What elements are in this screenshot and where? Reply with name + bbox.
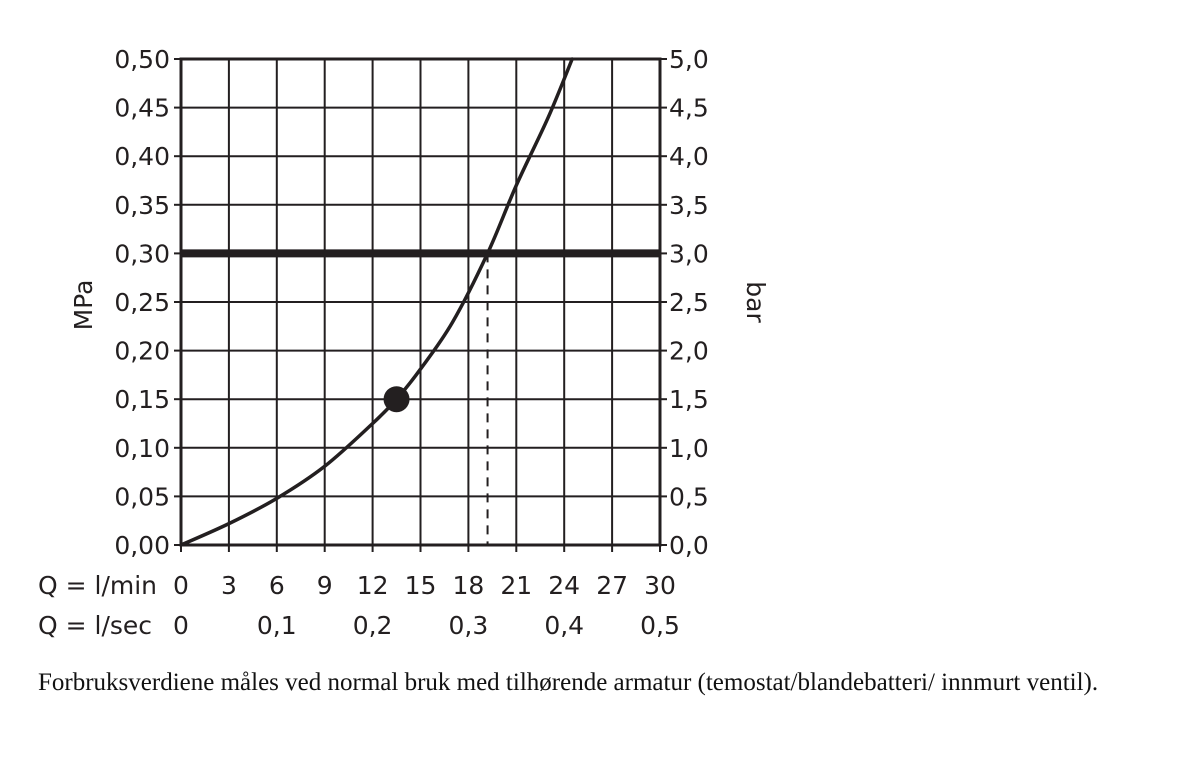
y-left-tick-label: 0,10 [114,434,170,463]
y-left-tick-label: 0,35 [114,191,170,220]
x-tick-label-lmin: 15 [405,571,437,600]
y-right-tick-label: 0,5 [669,482,709,511]
y-axis-left-title: MPa [69,280,98,331]
y-right-tick-label: 2,5 [669,288,709,317]
y-left-tick-label: 0,50 [114,45,170,74]
flow-pressure-chart: 0,000,050,100,150,200,250,300,350,400,45… [38,45,770,640]
y-left-tick-label: 0,25 [114,288,170,317]
y-axis-right-title: bar [741,281,770,323]
x-tick-label-lmin: 24 [548,571,580,600]
y-left-tick-label: 0,20 [114,337,170,366]
x-tick-label-lmin: 12 [357,571,389,600]
y-right-tick-label: 3,5 [669,191,709,220]
x-tick-label-lsec: 0,2 [353,611,393,640]
x-tick-label-lmin: 6 [269,571,285,600]
y-right-tick-label: 0,0 [669,531,709,560]
flow-curve [179,57,574,547]
operating-point-marker [383,386,410,413]
x-tick-label-lmin: 30 [644,571,676,600]
y-left-tick-label: 0,00 [114,531,170,560]
y-left-tick-label: 0,30 [114,239,170,268]
y-left-tick-label: 0,15 [114,385,170,414]
y-left-tick-label: 0,40 [114,142,170,171]
chart-caption: Forbruksverdiene måles ved normal bruk m… [38,669,1099,696]
x-tick-label-lmin: 21 [500,571,532,600]
y-right-tick-label: 3,0 [669,239,709,268]
chart-grid [180,58,661,546]
plot-frame [179,57,662,547]
x-tick-label-lsec: 0 [173,611,189,640]
y-left-tick-label: 0,05 [114,482,170,511]
y-right-tick-label: 5,0 [669,45,709,74]
x-tick-label-lmin: 0 [173,571,189,600]
x-tick-label-lsec: 0,1 [257,611,297,640]
x-tick-label-lmin: 18 [452,571,484,600]
reference-lines [181,249,660,545]
y-right-tick-label: 1,5 [669,385,709,414]
y-right-tick-label: 4,5 [669,94,709,123]
tick-labels: 0,000,050,100,150,200,250,300,350,400,45… [114,45,708,640]
x-tick-label-lsec: 0,3 [449,611,489,640]
x-tick-label-lmin: 9 [317,571,333,600]
chart-axes [174,57,667,552]
y-right-tick-label: 4,0 [669,142,709,171]
x-tick-label-lsec: 0,5 [640,611,680,640]
y-right-tick-label: 1,0 [669,434,709,463]
x-axis-row2-title: Q = l/sec [38,611,152,640]
x-tick-label-lmin: 27 [596,571,628,600]
chart-series [179,57,574,547]
x-tick-label-lmin: 3 [221,571,237,600]
y-right-tick-label: 2,0 [669,337,709,366]
y-left-tick-label: 0,45 [114,94,170,123]
x-tick-label-lsec: 0,4 [544,611,584,640]
x-axis-row1-title: Q = l/min [38,571,157,600]
